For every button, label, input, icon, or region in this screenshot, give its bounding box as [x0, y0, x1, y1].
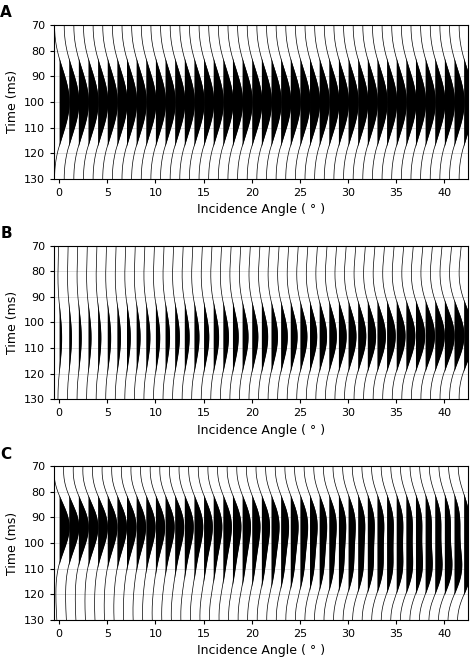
Text: A: A	[0, 5, 12, 21]
X-axis label: Incidence Angle ( ° ): Incidence Angle ( ° )	[197, 204, 326, 216]
Text: C: C	[0, 446, 11, 461]
X-axis label: Incidence Angle ( ° ): Incidence Angle ( ° )	[197, 424, 326, 437]
Y-axis label: Time (ms): Time (ms)	[6, 291, 18, 354]
Y-axis label: Time (ms): Time (ms)	[6, 70, 18, 133]
X-axis label: Incidence Angle ( ° ): Incidence Angle ( ° )	[197, 644, 326, 658]
Y-axis label: Time (ms): Time (ms)	[6, 511, 18, 575]
Text: B: B	[0, 226, 12, 241]
